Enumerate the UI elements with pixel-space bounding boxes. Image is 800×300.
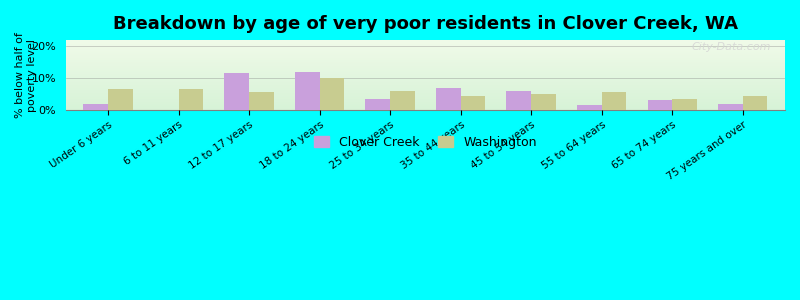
Bar bbox=[66, 41, 785, 42]
Bar bbox=[66, 61, 785, 62]
Bar bbox=[66, 104, 785, 105]
Bar bbox=[531, 94, 556, 110]
Bar bbox=[66, 70, 785, 71]
Bar bbox=[66, 99, 785, 100]
Bar bbox=[577, 105, 602, 110]
Bar bbox=[66, 51, 785, 52]
Bar bbox=[66, 52, 785, 53]
Bar bbox=[66, 42, 785, 43]
Bar bbox=[66, 45, 785, 46]
Bar bbox=[66, 72, 785, 73]
Bar bbox=[66, 108, 785, 109]
Bar bbox=[66, 96, 785, 97]
Bar bbox=[602, 92, 626, 110]
Bar bbox=[66, 95, 785, 96]
Bar bbox=[66, 100, 785, 101]
Bar bbox=[66, 59, 785, 60]
Bar bbox=[66, 67, 785, 68]
Bar bbox=[718, 103, 742, 110]
Bar bbox=[66, 44, 785, 45]
Bar bbox=[66, 76, 785, 77]
Bar bbox=[108, 89, 133, 110]
Bar bbox=[66, 66, 785, 67]
Bar bbox=[66, 74, 785, 75]
Bar bbox=[178, 89, 203, 110]
Bar bbox=[66, 84, 785, 85]
Bar bbox=[66, 56, 785, 57]
Bar bbox=[66, 80, 785, 81]
Bar bbox=[742, 96, 767, 110]
Title: Breakdown by age of very poor residents in Clover Creek, WA: Breakdown by age of very poor residents … bbox=[113, 15, 738, 33]
Bar bbox=[66, 103, 785, 104]
Bar bbox=[66, 91, 785, 92]
Bar bbox=[390, 91, 415, 110]
Bar bbox=[66, 89, 785, 90]
Bar bbox=[66, 83, 785, 84]
Bar bbox=[66, 69, 785, 70]
Bar bbox=[66, 47, 785, 48]
Bar bbox=[66, 68, 785, 69]
Bar bbox=[66, 105, 785, 106]
Bar bbox=[66, 106, 785, 107]
Bar bbox=[66, 63, 785, 64]
Bar bbox=[66, 49, 785, 50]
Bar bbox=[66, 79, 785, 80]
Bar bbox=[66, 50, 785, 51]
Bar bbox=[672, 99, 697, 110]
Bar bbox=[436, 88, 461, 110]
Bar bbox=[66, 55, 785, 56]
Bar bbox=[249, 92, 274, 110]
Bar bbox=[66, 43, 785, 44]
Bar bbox=[66, 98, 785, 99]
Bar bbox=[66, 85, 785, 86]
Bar bbox=[320, 78, 344, 110]
Bar bbox=[461, 96, 486, 110]
Bar bbox=[66, 97, 785, 98]
Bar bbox=[66, 102, 785, 103]
Bar bbox=[66, 90, 785, 91]
Bar bbox=[66, 75, 785, 76]
Bar bbox=[66, 77, 785, 78]
Bar bbox=[66, 88, 785, 89]
Bar bbox=[66, 92, 785, 93]
Bar bbox=[83, 103, 108, 110]
Bar bbox=[66, 54, 785, 55]
Bar bbox=[366, 99, 390, 110]
Bar bbox=[66, 62, 785, 63]
Bar bbox=[225, 74, 249, 110]
Bar bbox=[506, 91, 531, 110]
Bar bbox=[66, 94, 785, 95]
Bar bbox=[66, 101, 785, 102]
Bar bbox=[66, 86, 785, 87]
Bar bbox=[66, 57, 785, 58]
Bar bbox=[647, 100, 672, 110]
Bar bbox=[66, 71, 785, 72]
Legend: Clover Creek, Washington: Clover Creek, Washington bbox=[309, 131, 542, 154]
Bar bbox=[66, 65, 785, 66]
Bar bbox=[66, 60, 785, 61]
Bar bbox=[66, 87, 785, 88]
Bar bbox=[66, 81, 785, 82]
Bar bbox=[66, 46, 785, 47]
Bar bbox=[66, 82, 785, 83]
Bar bbox=[66, 78, 785, 79]
Bar bbox=[66, 107, 785, 108]
Bar bbox=[66, 58, 785, 59]
Bar bbox=[295, 72, 320, 110]
Bar bbox=[66, 40, 785, 41]
Bar bbox=[66, 93, 785, 94]
Bar bbox=[66, 48, 785, 49]
Y-axis label: % below half of
poverty level: % below half of poverty level bbox=[15, 32, 37, 118]
Bar bbox=[66, 109, 785, 110]
Bar bbox=[66, 64, 785, 65]
Bar bbox=[66, 53, 785, 54]
Text: City-Data.com: City-Data.com bbox=[691, 42, 770, 52]
